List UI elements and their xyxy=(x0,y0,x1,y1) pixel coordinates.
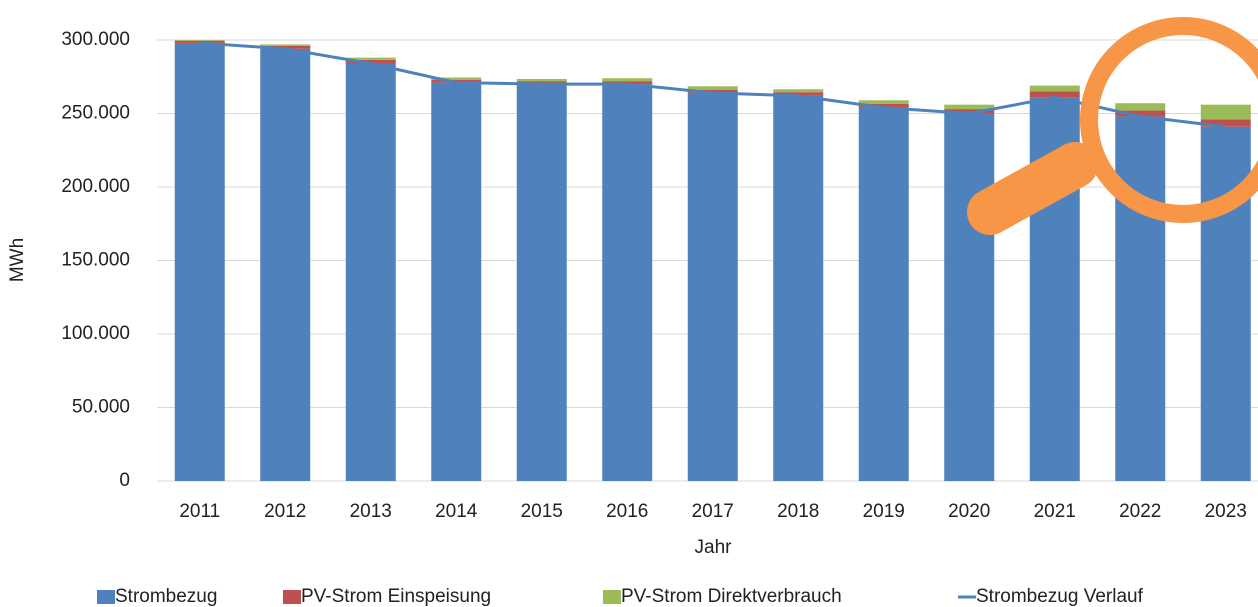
bar-segment xyxy=(944,104,995,110)
x-axis-label: Jahr xyxy=(695,537,733,558)
y-axis-label: MWh xyxy=(7,238,28,282)
bar-segment xyxy=(944,113,995,481)
legend-swatch xyxy=(283,590,301,604)
bar-segment xyxy=(260,44,311,46)
x-tick-label: 2017 xyxy=(692,501,734,522)
bars xyxy=(174,40,1251,482)
x-tick-label: 2013 xyxy=(350,501,392,522)
y-tick-label: 250.000 xyxy=(61,103,130,124)
legend-label: Strombezug xyxy=(115,586,217,607)
bar-segment xyxy=(858,100,909,104)
x-tick-label: 2020 xyxy=(948,501,990,522)
magnifier-icon xyxy=(967,17,1258,235)
bar-segment xyxy=(602,78,653,82)
bar-segment xyxy=(1029,85,1080,92)
bar-segment xyxy=(431,82,482,481)
bar-segment xyxy=(773,92,824,96)
x-tick-label: 2015 xyxy=(521,501,563,522)
bar-segment xyxy=(858,107,909,482)
bar-segment xyxy=(431,77,482,80)
y-tick-label: 150.000 xyxy=(61,250,130,271)
bar-segment xyxy=(260,48,311,481)
x-tick-label: 2023 xyxy=(1205,501,1247,522)
bar-segment xyxy=(858,103,909,108)
line-series xyxy=(199,41,1226,129)
y-tick-label: 200.000 xyxy=(61,176,130,197)
bar-segment xyxy=(516,84,567,481)
x-tick-label: 2022 xyxy=(1119,501,1161,522)
bar-segment xyxy=(516,78,567,82)
magnifier-ring xyxy=(1080,17,1258,223)
x-tick-label: 2011 xyxy=(179,501,220,522)
magnifier-handle xyxy=(967,142,1098,235)
bar-segment xyxy=(602,84,653,481)
bar-segment xyxy=(773,89,824,93)
x-tick-label: 2016 xyxy=(606,501,648,522)
lines xyxy=(199,41,1226,129)
bar-segment xyxy=(345,57,396,60)
legend-swatch xyxy=(97,590,115,604)
y-tick-label: 0 xyxy=(119,470,130,491)
x-tick-label: 2019 xyxy=(863,501,905,522)
x-tick-label: 2018 xyxy=(777,501,819,522)
y-tick-label: 50.000 xyxy=(72,397,130,418)
bar-segment xyxy=(345,59,396,64)
legend-label: Strombezug Verlauf xyxy=(976,586,1144,607)
bar-segment xyxy=(1200,119,1251,127)
x-tick-label: 2014 xyxy=(435,501,478,522)
legend-swatch xyxy=(603,590,621,604)
x-tick-label: 2021 xyxy=(1034,501,1076,522)
bar-segment xyxy=(1115,116,1166,481)
legend: Strombezug PV-Strom Einspeisung PV-Strom D… xyxy=(97,586,1144,607)
bar-segment xyxy=(174,42,225,481)
bar-segment xyxy=(345,63,396,482)
bar-segment xyxy=(174,40,225,41)
bar-segment xyxy=(1200,104,1251,120)
bar-segment xyxy=(773,95,824,482)
bar-segment xyxy=(687,86,738,90)
bar-segment xyxy=(1029,91,1080,98)
bar-segment xyxy=(1115,103,1166,111)
bar-segment xyxy=(944,109,995,114)
y-tick-label: 300.000 xyxy=(61,29,130,50)
bar-segment xyxy=(174,40,225,43)
legend-label: PV-Strom Direktverbrauch xyxy=(621,586,842,607)
y-tick-label: 100.000 xyxy=(61,323,130,344)
bar-segment xyxy=(687,92,738,482)
bar-segment xyxy=(1200,126,1251,481)
bar-segment xyxy=(1115,110,1166,117)
x-tick-label: 2012 xyxy=(264,501,306,522)
legend-label: PV-Strom Einspeisung xyxy=(301,586,491,607)
